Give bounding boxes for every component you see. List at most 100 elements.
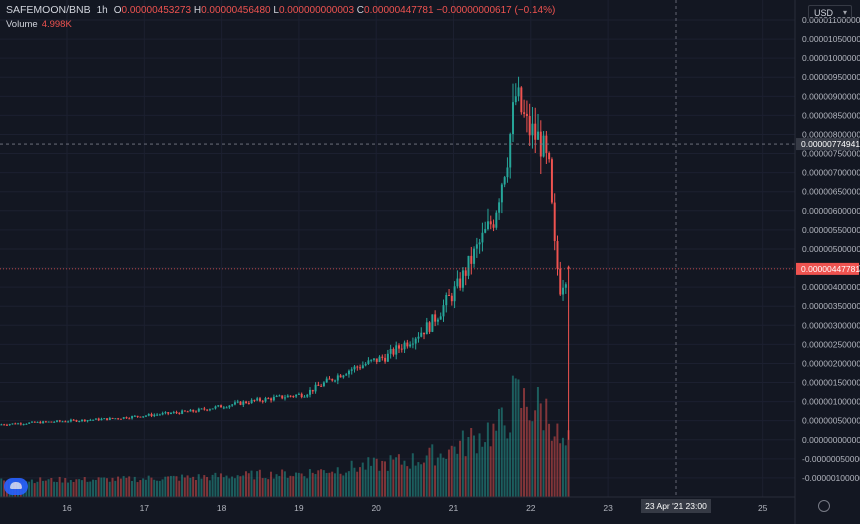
candle-body: [178, 412, 181, 414]
candle-body: [495, 212, 498, 228]
candle-body: [136, 415, 139, 417]
candle-body: [314, 384, 317, 392]
volume-bar: [447, 449, 450, 497]
candle-body: [436, 319, 439, 322]
time-tick-label: 16: [62, 503, 72, 513]
volume-bar: [67, 482, 70, 497]
volume-bar: [397, 454, 400, 497]
candle-body: [256, 398, 259, 401]
volume-bar: [520, 407, 523, 497]
candle-body: [125, 417, 128, 419]
candle-body: [281, 395, 284, 399]
volume-legend[interactable]: Volume 4.998K: [6, 19, 72, 30]
candle-body: [523, 112, 526, 114]
candle-body: [156, 414, 159, 416]
candle-body: [106, 418, 109, 420]
volume-bar: [378, 470, 381, 497]
last-price-label: 0.00000447781: [801, 264, 860, 274]
candle-body: [167, 412, 170, 414]
candle-body: [247, 403, 250, 405]
volume-bar: [117, 476, 120, 497]
candle-body: [403, 342, 406, 350]
candle-body: [214, 406, 217, 409]
candle-body: [564, 284, 567, 288]
candle-body: [33, 421, 36, 423]
volume-bar: [89, 481, 92, 497]
candle-body: [72, 419, 75, 421]
candle-body: [36, 421, 39, 423]
volume-bar: [456, 453, 459, 497]
volume-bar: [153, 479, 156, 497]
volume-bar: [239, 476, 242, 497]
volume-bar: [472, 435, 475, 497]
volume-bar: [128, 476, 131, 497]
candle-body: [392, 348, 395, 355]
candle-body: [258, 398, 261, 401]
candle-body: [197, 408, 200, 412]
price-tick-label: 0.00000250000: [802, 339, 860, 349]
volume-bar: [83, 477, 86, 497]
symbol-label[interactable]: SAFEMOON/BNB: [6, 4, 91, 16]
candle-body: [272, 396, 275, 401]
volume-bar: [0, 478, 3, 497]
price-tick-label: 0.00000950000: [802, 72, 860, 82]
currency-button[interactable]: USD ▾: [808, 5, 852, 19]
volume-bar: [350, 460, 353, 497]
time-tick-label: 19: [294, 503, 304, 513]
candle-body: [117, 418, 120, 420]
candle-body: [389, 348, 392, 354]
interval-label[interactable]: 1h: [96, 4, 108, 16]
gear-icon[interactable]: [818, 500, 830, 512]
volume-bar: [564, 445, 567, 497]
volume-bar: [445, 458, 448, 497]
candle-body: [450, 295, 453, 302]
volume-bar: [50, 477, 53, 497]
volume-bar: [367, 457, 370, 497]
price-tick-label: 0.00000150000: [802, 378, 860, 388]
candle-body: [245, 401, 248, 404]
candle-body: [128, 418, 131, 420]
volume-bar: [55, 482, 58, 497]
candle-body: [22, 424, 25, 426]
volume-bar: [64, 477, 67, 497]
tradingview-logo-icon[interactable]: [4, 478, 28, 495]
candle-body: [228, 405, 231, 408]
volume-bar: [236, 475, 239, 497]
volume-bar: [431, 444, 434, 497]
open-value: 0.00000453273: [121, 4, 192, 16]
volume-bar: [192, 476, 195, 497]
open-key: O: [113, 4, 122, 16]
volume-bar: [253, 479, 256, 497]
volume-bar: [105, 478, 108, 497]
price-tick-label: 0.00000850000: [802, 110, 860, 120]
price-tick-label: 0.00000750000: [802, 149, 860, 159]
last-price-box: [796, 262, 859, 275]
candle-body: [19, 423, 22, 425]
candle-body: [75, 420, 78, 422]
volume-bar: [270, 471, 272, 497]
volume-bar: [264, 478, 267, 497]
candle-body: [359, 367, 362, 369]
volume-bar: [222, 477, 225, 497]
volume-bar: [450, 445, 453, 497]
candle-body: [398, 345, 400, 349]
volume-bar: [244, 471, 247, 497]
candle-body: [122, 417, 125, 419]
candle-body: [556, 241, 559, 269]
volume-bar: [509, 432, 512, 497]
volume-bar: [400, 464, 403, 497]
volume-bar: [422, 462, 425, 497]
candle-body: [144, 415, 147, 417]
volume-bar: [217, 477, 220, 497]
volume-bar: [158, 480, 161, 497]
volume-bar: [172, 475, 175, 497]
volume-bar: [108, 481, 111, 497]
volume-bar: [553, 436, 556, 497]
volume-bar: [542, 430, 545, 497]
volume-bar: [375, 458, 378, 497]
candle-body: [139, 416, 142, 418]
candle-body: [289, 395, 292, 397]
candle-body: [114, 418, 117, 420]
